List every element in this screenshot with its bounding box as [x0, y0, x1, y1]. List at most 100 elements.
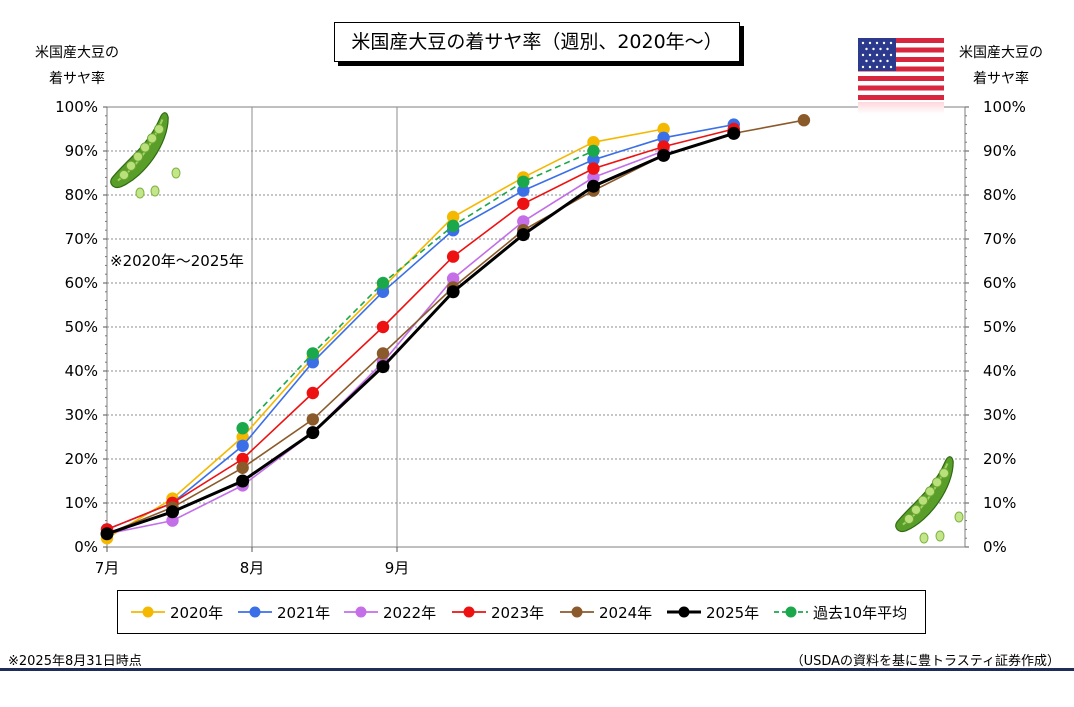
x-tick-label: 9月 — [385, 559, 410, 577]
data-point — [657, 148, 671, 162]
legend-swatch — [344, 606, 378, 618]
legend-label: 2020年 — [170, 603, 224, 622]
data-point — [236, 439, 249, 452]
data-point — [587, 136, 600, 149]
right-axis-title: 米国産大豆の 着サヤ率 — [946, 40, 1056, 92]
y-tick-label-right: 60% — [983, 274, 1016, 292]
pea — [931, 477, 943, 488]
data-point — [376, 360, 390, 374]
data-point — [100, 527, 114, 541]
pea — [924, 486, 936, 497]
data-point — [517, 215, 530, 228]
data-point — [587, 144, 600, 158]
data-point — [587, 162, 600, 175]
data-point — [446, 285, 460, 299]
y-tick-label-right: 90% — [983, 142, 1016, 160]
pea-pod-icon — [110, 112, 169, 188]
legend-item: 2020年 — [130, 591, 223, 633]
legend-item: 過去10年平均 — [773, 591, 907, 633]
data-point — [376, 276, 390, 290]
data-point — [517, 197, 530, 210]
y-tick-label-right: 30% — [983, 406, 1016, 424]
x-tick-label: 8月 — [240, 559, 265, 577]
legend-item: 2025年 — [666, 591, 759, 633]
y-tick-label-left: 20% — [65, 450, 98, 468]
legend-item: 2024年 — [559, 591, 652, 633]
data-point — [236, 474, 250, 488]
data-point — [306, 386, 320, 400]
y-tick-label-left: 80% — [65, 186, 98, 204]
legend-swatch — [452, 606, 486, 618]
year-range-note: ※2020年～2025年 — [110, 252, 244, 270]
x-tick-label: 7月 — [95, 559, 120, 577]
legend-item: 2022年 — [343, 591, 436, 633]
series-line — [242, 150, 594, 429]
data-point — [446, 219, 460, 232]
data-point — [236, 430, 249, 444]
source-note: （USDAの資料を基に豊トラスティ証券作成） — [790, 654, 1060, 669]
pea-pod-shell — [895, 456, 954, 532]
data-point — [376, 285, 390, 298]
data-point — [797, 114, 811, 127]
footnote-date: ※2025年8月31日時点 — [8, 654, 142, 669]
loose-pea — [954, 511, 964, 523]
data-point — [306, 347, 320, 360]
loose-pea — [150, 185, 160, 197]
y-tick-label-left: 100% — [55, 98, 98, 116]
data-point — [657, 122, 670, 136]
legend-label: 過去10年平均 — [813, 603, 908, 622]
us-flag-icon — [858, 38, 944, 114]
pea — [903, 513, 915, 525]
y-tick-label-right: 50% — [983, 318, 1016, 336]
pea-pod-shell — [110, 112, 169, 188]
legend-swatch — [667, 606, 701, 618]
legend-label: 2024年 — [599, 603, 653, 622]
data-point — [657, 131, 670, 144]
data-point — [306, 413, 320, 426]
pea-pod-icon — [895, 456, 954, 532]
data-point — [446, 210, 460, 224]
loose-pea — [171, 167, 181, 179]
y-tick-label-left: 70% — [65, 230, 98, 248]
pea — [938, 468, 950, 479]
data-point — [587, 153, 600, 166]
left-axis-title-line2: 着サヤ率 — [49, 71, 105, 87]
y-tick-label-right: 10% — [983, 494, 1016, 512]
left-axis-title: 米国産大豆の 着サヤ率 — [22, 40, 132, 92]
legend-swatch — [774, 606, 808, 618]
y-tick-label-right: 70% — [983, 230, 1016, 248]
pea — [146, 133, 158, 144]
y-tick-label-left: 60% — [65, 274, 98, 292]
legend-label: 2021年 — [277, 603, 331, 622]
pea — [910, 504, 922, 515]
right-axis-title-line1: 米国産大豆の — [959, 45, 1043, 61]
series-line — [106, 123, 734, 531]
data-point — [446, 272, 460, 285]
pea — [132, 151, 144, 162]
data-point — [376, 320, 390, 334]
right-axis-title-line2: 着サヤ率 — [973, 71, 1029, 87]
legend-label: 2025年 — [706, 603, 760, 622]
series-line — [106, 131, 735, 536]
data-point — [236, 461, 249, 474]
data-point — [517, 184, 530, 197]
left-axis-title-line1: 米国産大豆の — [35, 45, 119, 61]
bottom-rule — [0, 668, 1074, 671]
legend-swatch — [131, 606, 165, 618]
data-point — [376, 347, 390, 360]
legend-label: 2023年 — [491, 603, 545, 622]
legend-item: 2021年 — [237, 591, 330, 633]
pea — [125, 160, 137, 171]
data-point — [516, 228, 530, 242]
data-point — [236, 452, 249, 466]
data-point — [165, 505, 179, 519]
y-tick-label-left: 0% — [74, 538, 98, 556]
loose-pea — [135, 187, 145, 199]
y-tick-label-left: 10% — [65, 494, 98, 512]
chart-title: 米国産大豆の着サヤ率（週別、2020年～） — [334, 22, 740, 62]
legend-label: 2022年 — [383, 603, 437, 622]
y-tick-label-left: 50% — [65, 318, 98, 336]
y-tick-label-right: 40% — [983, 362, 1016, 380]
legend-swatch — [560, 606, 594, 618]
